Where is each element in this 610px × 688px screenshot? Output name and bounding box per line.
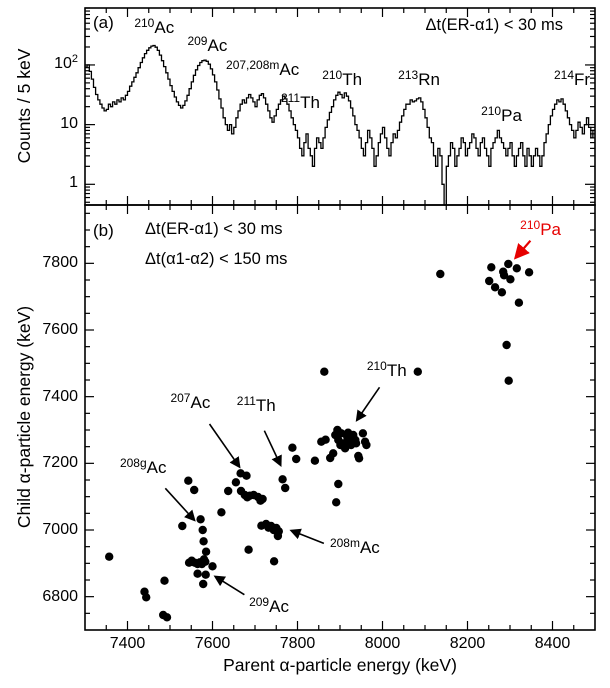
- scatter-point: [224, 486, 233, 496]
- log-y-tick-label: 102: [54, 52, 78, 72]
- peak-label: 211Th: [280, 90, 320, 112]
- scatter-point: [142, 593, 151, 602]
- scatter-point: [217, 508, 226, 517]
- annotation-arrow: [355, 386, 381, 422]
- peak-label: 214Fr: [554, 67, 591, 89]
- scatter-point: [288, 443, 297, 452]
- scatter-point: [162, 613, 172, 622]
- annotation-arrow: [513, 239, 532, 260]
- peak-label: 209Ac: [187, 34, 228, 56]
- scatter-point: [436, 269, 445, 279]
- y-tick-label: 6800: [42, 587, 78, 605]
- scatter-point: [201, 547, 211, 556]
- cluster-label: 210Pa: [520, 218, 562, 239]
- scatter-point: [487, 263, 496, 272]
- peak-label: 210Pa: [481, 103, 522, 125]
- scatter-point: [201, 570, 210, 579]
- y-tick-label: 7400: [42, 387, 78, 405]
- scatter-point: [208, 562, 217, 571]
- annotation-arrow: [213, 575, 245, 596]
- panel-b-y-axis-title: Child α-particle energy (keV): [13, 305, 34, 529]
- cluster-label: 208gAc: [119, 456, 167, 478]
- scatter-point: [320, 367, 329, 376]
- scatter-point: [310, 456, 320, 465]
- scatter-point: [512, 264, 521, 273]
- cluster-label: 211Th: [236, 394, 276, 415]
- cluster-label: 209Ac: [249, 594, 289, 616]
- scatter-point: [354, 454, 364, 463]
- scatter-point: [502, 340, 511, 350]
- y-tick-label: 7200: [42, 454, 78, 472]
- scatter-point: [334, 479, 343, 489]
- scatter-point: [497, 288, 507, 297]
- peak-label: 210Ac: [134, 15, 175, 37]
- cluster-label: 207Ac: [170, 391, 211, 413]
- scatter-point: [269, 557, 279, 566]
- x-axis-title: Parent α-particle energy (keV): [223, 655, 457, 675]
- log-y-tick-label: 10: [60, 114, 78, 132]
- y-tick-label: 7800: [42, 254, 78, 272]
- panel-b-annotation-1: Δt(ER-α1) < 30 ms: [145, 220, 283, 238]
- scatter-point: [160, 576, 169, 585]
- annotation-arrow: [208, 423, 241, 469]
- scatter-point: [231, 478, 241, 487]
- scatter-point: [198, 525, 207, 535]
- panel-a-annotation: Δt(ER-α1) < 30 ms: [425, 16, 563, 34]
- x-tick-label: 7600: [194, 635, 231, 652]
- scatter-point: [199, 579, 208, 589]
- scatter-point: [504, 376, 513, 385]
- log-y-tick-label: 1: [69, 174, 78, 192]
- scatter-point: [105, 552, 114, 561]
- scatter-point: [524, 268, 534, 277]
- scatter-point: [292, 454, 301, 464]
- x-tick-label: 8000: [364, 635, 401, 652]
- cluster-label: 210Th: [366, 358, 407, 380]
- scatter-point: [413, 367, 422, 376]
- scatter-point: [184, 476, 193, 485]
- annotation-arrow: [289, 528, 325, 545]
- scatter-point: [321, 435, 330, 444]
- annotation-arrow: [263, 430, 282, 468]
- peak-label: 210Th: [322, 67, 363, 89]
- scatter-point: [178, 521, 187, 531]
- scatter-point: [499, 271, 509, 280]
- scatter-point: [358, 429, 368, 438]
- scatter-point: [244, 545, 253, 554]
- scatter-point: [199, 537, 208, 546]
- scatter-point: [362, 440, 371, 450]
- x-tick-label: 7800: [279, 635, 316, 652]
- scatter-point: [485, 276, 494, 286]
- scatter-point: [514, 298, 524, 307]
- y-tick-label: 7600: [42, 321, 78, 338]
- panel-b-annotation-2: Δt(α1-α2) < 150 ms: [145, 250, 288, 268]
- y-tick-label: 7000: [42, 521, 78, 538]
- x-tick-label: 8400: [534, 635, 571, 652]
- x-tick-label: 7400: [109, 635, 146, 652]
- scatter-point: [506, 275, 515, 284]
- peak-label: 213Rn: [398, 67, 440, 89]
- panel-a-label: (a): [93, 13, 114, 32]
- cluster-label: 208mAc: [329, 536, 380, 557]
- scatter-point: [258, 494, 267, 504]
- scatter-point: [351, 439, 361, 448]
- scatter-point: [190, 485, 199, 495]
- scatter-point: [242, 471, 251, 480]
- panel-b-label: (b): [93, 221, 114, 240]
- scatter-point: [329, 449, 338, 458]
- histogram-line: [85, 44, 595, 206]
- scatter-point: [273, 531, 283, 541]
- peak-label: 207,208mAc: [226, 58, 300, 80]
- annotation-arrow: [164, 487, 196, 522]
- scatter-point: [193, 569, 202, 578]
- scatter-point: [278, 475, 287, 484]
- scatter-point: [201, 557, 210, 566]
- scatter-point: [281, 483, 290, 493]
- scatter-point: [504, 259, 513, 269]
- scatter-point: [490, 283, 500, 292]
- scatter-point: [332, 498, 341, 507]
- scatter-point: [196, 515, 205, 524]
- x-tick-label: 8200: [449, 635, 486, 652]
